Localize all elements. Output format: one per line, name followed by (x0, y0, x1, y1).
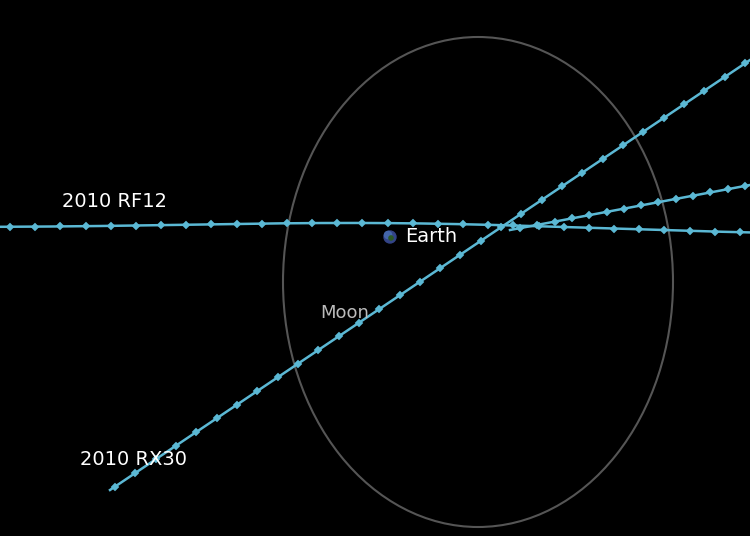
Text: Moon: Moon (320, 304, 369, 322)
Circle shape (389, 236, 393, 240)
Circle shape (384, 231, 396, 243)
Text: 2010 RF12: 2010 RF12 (62, 192, 167, 211)
Text: 2010 RX30: 2010 RX30 (80, 450, 187, 469)
Text: Earth: Earth (405, 227, 457, 247)
Circle shape (385, 232, 392, 239)
